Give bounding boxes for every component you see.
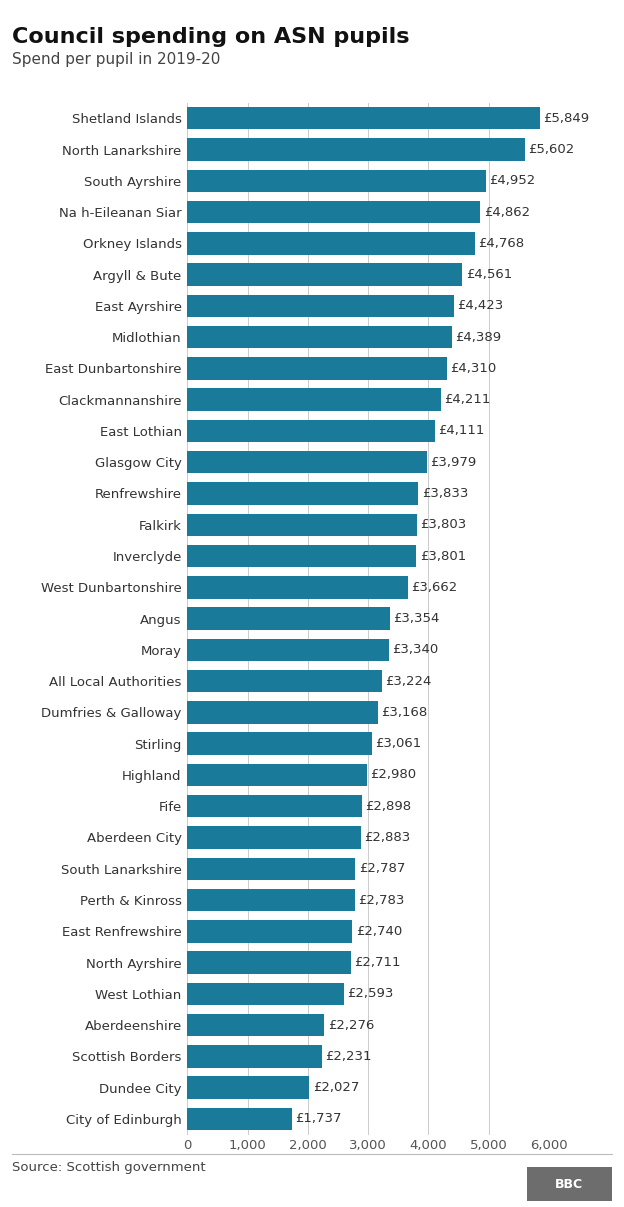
- Bar: [187, 263, 462, 286]
- Text: Council spending on ASN pupils: Council spending on ASN pupils: [12, 27, 410, 47]
- Text: £5,602: £5,602: [529, 142, 575, 156]
- Text: £2,740: £2,740: [356, 925, 402, 938]
- Text: £2,711: £2,711: [354, 956, 401, 969]
- Bar: [187, 701, 378, 724]
- Bar: [187, 420, 435, 442]
- Text: £4,768: £4,768: [478, 237, 524, 250]
- Text: £2,787: £2,787: [359, 862, 405, 875]
- Bar: [187, 764, 367, 786]
- Text: £4,310: £4,310: [451, 362, 497, 375]
- Bar: [187, 389, 441, 410]
- Text: £3,340: £3,340: [392, 643, 438, 657]
- Bar: [187, 200, 480, 223]
- Text: £4,862: £4,862: [484, 205, 530, 218]
- Bar: [187, 857, 355, 880]
- Bar: [187, 169, 486, 192]
- Bar: [187, 483, 419, 505]
- Bar: [187, 357, 447, 380]
- Bar: [187, 1045, 322, 1068]
- Bar: [187, 888, 355, 911]
- Text: £3,224: £3,224: [385, 675, 431, 688]
- Text: £2,898: £2,898: [365, 800, 411, 812]
- Bar: [187, 982, 344, 1005]
- Text: £2,883: £2,883: [364, 830, 411, 844]
- Text: £4,423: £4,423: [457, 299, 504, 313]
- Text: £3,662: £3,662: [411, 581, 457, 594]
- Text: Source: Scottish government: Source: Scottish government: [12, 1161, 206, 1174]
- Bar: [187, 670, 382, 693]
- Text: BBC: BBC: [555, 1178, 583, 1190]
- Bar: [187, 139, 525, 161]
- Bar: [187, 795, 362, 817]
- Bar: [187, 639, 389, 661]
- Text: £2,593: £2,593: [347, 987, 393, 1001]
- Text: £2,276: £2,276: [328, 1019, 374, 1032]
- Text: £3,803: £3,803: [420, 518, 466, 531]
- Bar: [187, 733, 372, 754]
- Text: £3,979: £3,979: [431, 456, 477, 468]
- Text: £2,783: £2,783: [358, 893, 405, 906]
- Bar: [187, 544, 416, 567]
- Text: £5,849: £5,849: [544, 112, 590, 124]
- Bar: [187, 295, 454, 317]
- Bar: [187, 107, 540, 129]
- Bar: [187, 576, 408, 599]
- Text: £3,168: £3,168: [382, 706, 428, 719]
- Bar: [187, 326, 452, 349]
- Bar: [187, 951, 351, 974]
- Text: £4,389: £4,389: [456, 331, 502, 344]
- Text: £3,801: £3,801: [420, 549, 466, 562]
- Text: £2,980: £2,980: [370, 769, 416, 781]
- Bar: [187, 232, 475, 255]
- Bar: [187, 1108, 292, 1130]
- Text: £3,833: £3,833: [422, 486, 468, 500]
- Text: £2,231: £2,231: [325, 1050, 371, 1063]
- Text: Spend per pupil in 2019-20: Spend per pupil in 2019-20: [12, 52, 221, 66]
- Bar: [187, 513, 417, 536]
- Bar: [187, 827, 361, 849]
- Text: £4,111: £4,111: [439, 425, 485, 437]
- Text: £4,561: £4,561: [466, 268, 512, 281]
- Text: £4,211: £4,211: [444, 393, 491, 407]
- Bar: [187, 1014, 324, 1037]
- Bar: [187, 920, 353, 943]
- Text: £3,354: £3,354: [393, 612, 439, 625]
- Bar: [187, 451, 427, 473]
- Text: £2,027: £2,027: [313, 1081, 359, 1095]
- Bar: [187, 1077, 310, 1098]
- Bar: [187, 607, 389, 630]
- Text: £3,061: £3,061: [375, 737, 421, 751]
- Text: £4,952: £4,952: [489, 174, 535, 187]
- Text: £1,737: £1,737: [295, 1113, 342, 1125]
